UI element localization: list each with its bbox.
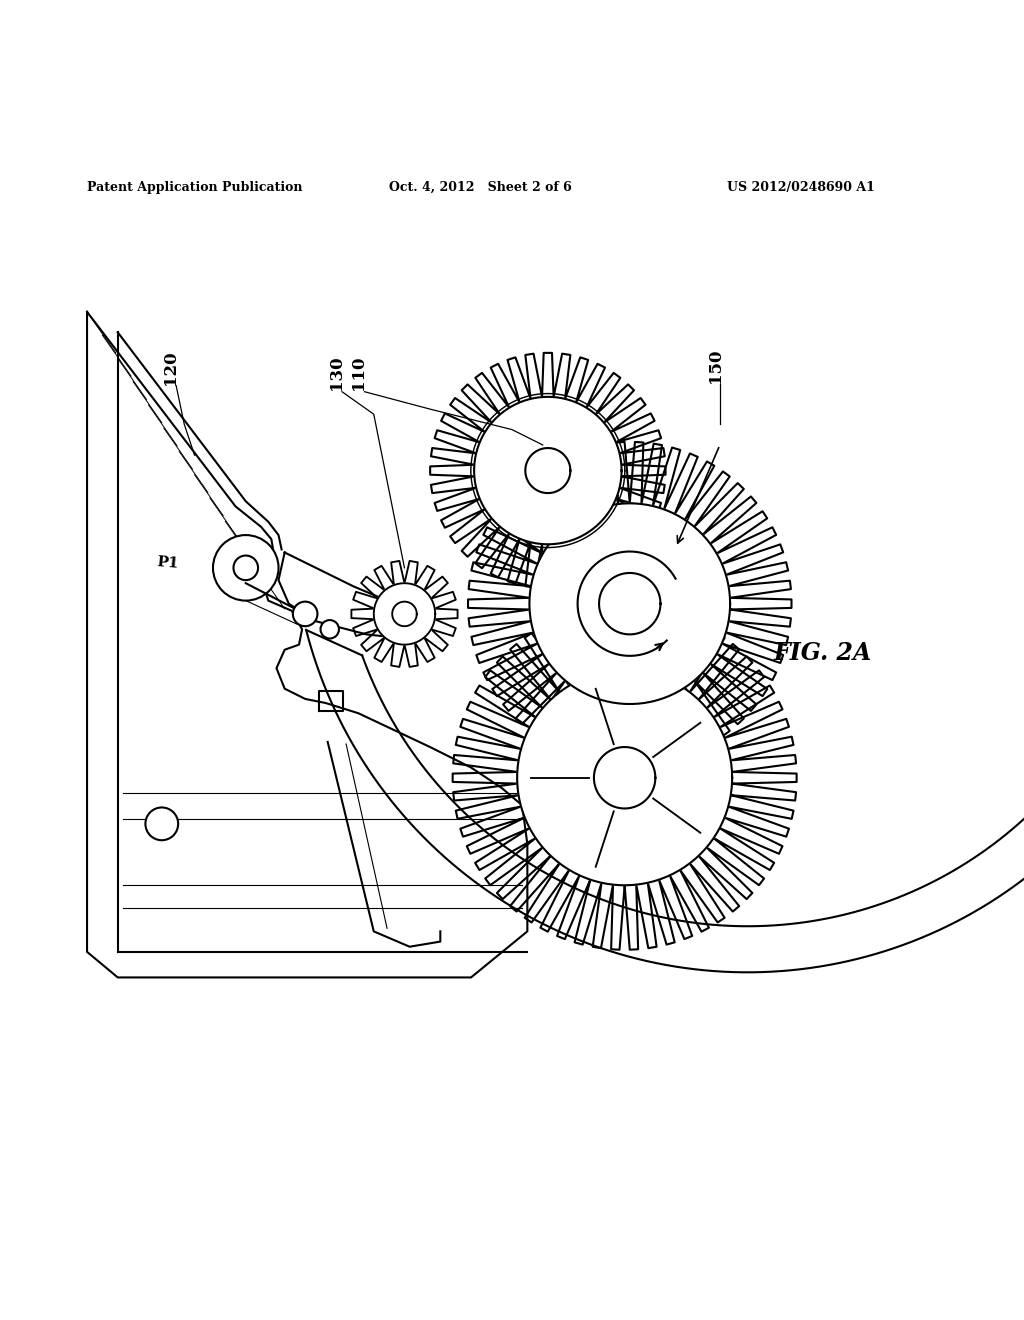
Text: 150: 150	[707, 348, 724, 383]
Text: Oct. 4, 2012   Sheet 2 of 6: Oct. 4, 2012 Sheet 2 of 6	[389, 181, 571, 194]
Text: US 2012/0248690 A1: US 2012/0248690 A1	[727, 181, 874, 194]
Circle shape	[233, 556, 258, 579]
Text: Patent Application Publication: Patent Application Publication	[87, 181, 302, 194]
Text: 110: 110	[350, 355, 368, 389]
Text: FIG. 2A: FIG. 2A	[773, 642, 871, 665]
Text: 130: 130	[328, 355, 345, 389]
Circle shape	[293, 602, 317, 626]
Circle shape	[213, 535, 279, 601]
Text: P1: P1	[156, 554, 179, 570]
Polygon shape	[525, 447, 570, 494]
Polygon shape	[529, 503, 730, 704]
Polygon shape	[599, 573, 660, 635]
Polygon shape	[517, 671, 732, 886]
Polygon shape	[374, 583, 435, 644]
Polygon shape	[392, 602, 417, 626]
Polygon shape	[474, 397, 622, 544]
Circle shape	[321, 620, 339, 639]
Text: 120: 120	[162, 351, 179, 385]
Circle shape	[145, 808, 178, 841]
Polygon shape	[594, 747, 655, 808]
